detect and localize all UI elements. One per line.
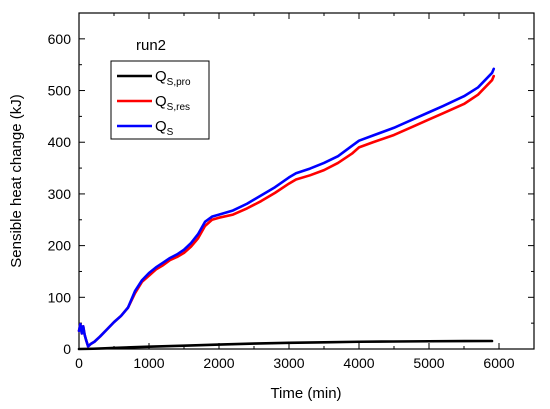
x-tick-label: 4000 — [343, 355, 374, 371]
plot-frame — [78, 12, 535, 350]
y-tick-label: 500 — [48, 83, 72, 99]
legend-label-2: QS — [155, 118, 174, 138]
y-tick-label: 600 — [48, 31, 72, 47]
legend-label-subscript: S,res — [167, 102, 190, 113]
x-tick-label: 6000 — [483, 355, 514, 371]
x-tick-label: 5000 — [413, 355, 444, 371]
x-tick-label: 1000 — [133, 355, 164, 371]
axis-ticks: 0 1000 2000 3000 4000 5000 6000 0 100 200 300 400 50… — [48, 12, 535, 371]
legend-label-1: QS,res — [155, 93, 190, 113]
y-tick-label: 0 — [63, 341, 71, 357]
legend-label-main: Q — [155, 118, 167, 135]
y-tick-label: 100 — [48, 289, 72, 305]
x-tick-label: 3000 — [273, 355, 304, 371]
series-line-0 — [77, 339, 494, 351]
series-line-2 — [77, 67, 496, 348]
x-axis-title: Time (min) — [270, 385, 341, 402]
y-axis-title: Sensible heat change (kJ) — [8, 94, 25, 267]
series-layer — [77, 67, 496, 351]
legend-label-main: Q — [155, 68, 167, 85]
legend-label-subscript: S,pro — [167, 77, 191, 88]
y-tick-label: 300 — [48, 186, 72, 202]
legend-label-subscript: S — [167, 127, 174, 138]
x-tick-label: 2000 — [203, 355, 234, 371]
legend-label-main: Q — [155, 93, 167, 110]
x-tick-label: 0 — [75, 355, 83, 371]
run-annotation: run2 — [136, 37, 166, 54]
y-tick-label: 200 — [48, 238, 72, 254]
legend-label-0: QS,pro — [155, 68, 191, 88]
y-tick-label: 400 — [48, 134, 72, 150]
